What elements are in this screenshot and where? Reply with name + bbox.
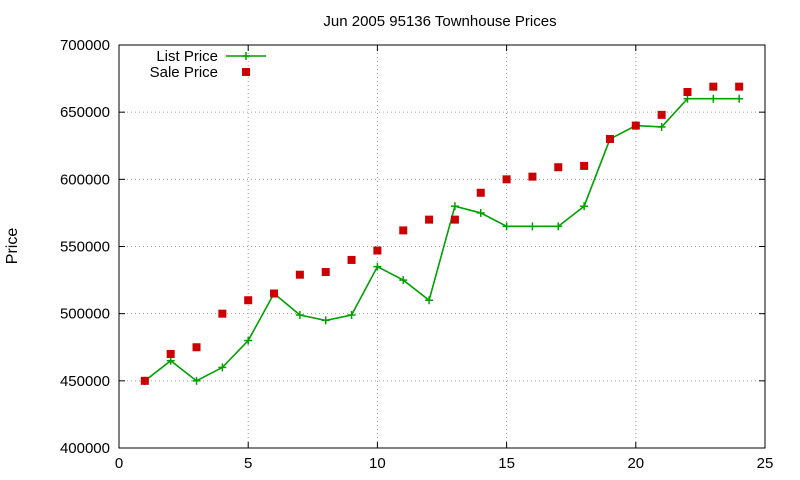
- data-point: [709, 94, 718, 103]
- data-point: [399, 276, 408, 285]
- data-point: [735, 94, 744, 103]
- legend-label: List Price: [156, 48, 218, 65]
- data-point: [347, 255, 356, 264]
- data-point: [166, 356, 175, 365]
- x-tick-label: 20: [627, 455, 644, 472]
- x-tick-label: 10: [369, 455, 386, 472]
- data-point: [244, 296, 253, 305]
- data-point: [528, 172, 537, 181]
- data-point: [683, 94, 692, 103]
- x-tick-label: 25: [757, 455, 774, 472]
- legend-label: Sale Price: [150, 64, 218, 81]
- data-point: [166, 349, 175, 358]
- data-point: [244, 336, 253, 345]
- data-point: [218, 363, 227, 372]
- data-point: [192, 376, 201, 385]
- data-point: [709, 82, 718, 91]
- data-point: [502, 175, 511, 184]
- data-point: [683, 88, 692, 97]
- data-point: [450, 215, 459, 224]
- grid: [119, 45, 765, 448]
- data-point: [321, 268, 330, 277]
- data-point: [554, 163, 563, 172]
- data-point: [476, 188, 485, 197]
- series-group: [140, 82, 744, 385]
- data-point: [218, 309, 227, 318]
- y-tick-label: 650000: [60, 104, 110, 121]
- data-point: [580, 202, 589, 211]
- series-line: [144, 97, 740, 382]
- axes: 0 5 10 15 20 25 400000 450000 500000 550000 600000…: [60, 37, 773, 472]
- data-point: [192, 343, 201, 352]
- y-tick-label: 700000: [60, 37, 110, 54]
- data-point: [657, 122, 666, 131]
- y-tick-label: 500000: [60, 306, 110, 323]
- data-point: [450, 202, 459, 211]
- data-point: [476, 208, 485, 217]
- y-tick-label: 400000: [60, 440, 110, 457]
- data-point: [554, 222, 563, 231]
- data-point: [502, 222, 511, 231]
- x-tick-label: 0: [115, 455, 123, 472]
- y-tick-label: 550000: [60, 239, 110, 256]
- data-point: [631, 121, 640, 130]
- legend-marker: [242, 52, 250, 60]
- data-point: [657, 110, 666, 119]
- data-point: [425, 215, 434, 224]
- data-point: [373, 262, 382, 271]
- y-tick-label: 450000: [60, 373, 110, 390]
- data-point: [295, 311, 304, 320]
- y-tick-label: 600000: [60, 171, 110, 188]
- data-point: [605, 135, 614, 144]
- chart-title: Jun 2005 95136 Townhouse Prices: [323, 13, 556, 30]
- data-point: [321, 316, 330, 325]
- data-point: [140, 376, 149, 385]
- legend-marker: [242, 68, 250, 76]
- data-point: [347, 311, 356, 320]
- series-list-price: [140, 94, 744, 385]
- x-tick-label: 5: [244, 455, 252, 472]
- data-point: [399, 226, 408, 235]
- data-point: [270, 289, 279, 298]
- y-axis-label: Price: [4, 228, 21, 265]
- data-point: [735, 82, 744, 91]
- series-sale-price: [140, 82, 744, 385]
- data-point: [528, 222, 537, 231]
- x-tick-label: 15: [498, 455, 515, 472]
- data-point: [373, 246, 382, 255]
- data-point: [425, 296, 434, 305]
- data-point: [580, 161, 589, 170]
- data-point: [295, 270, 304, 279]
